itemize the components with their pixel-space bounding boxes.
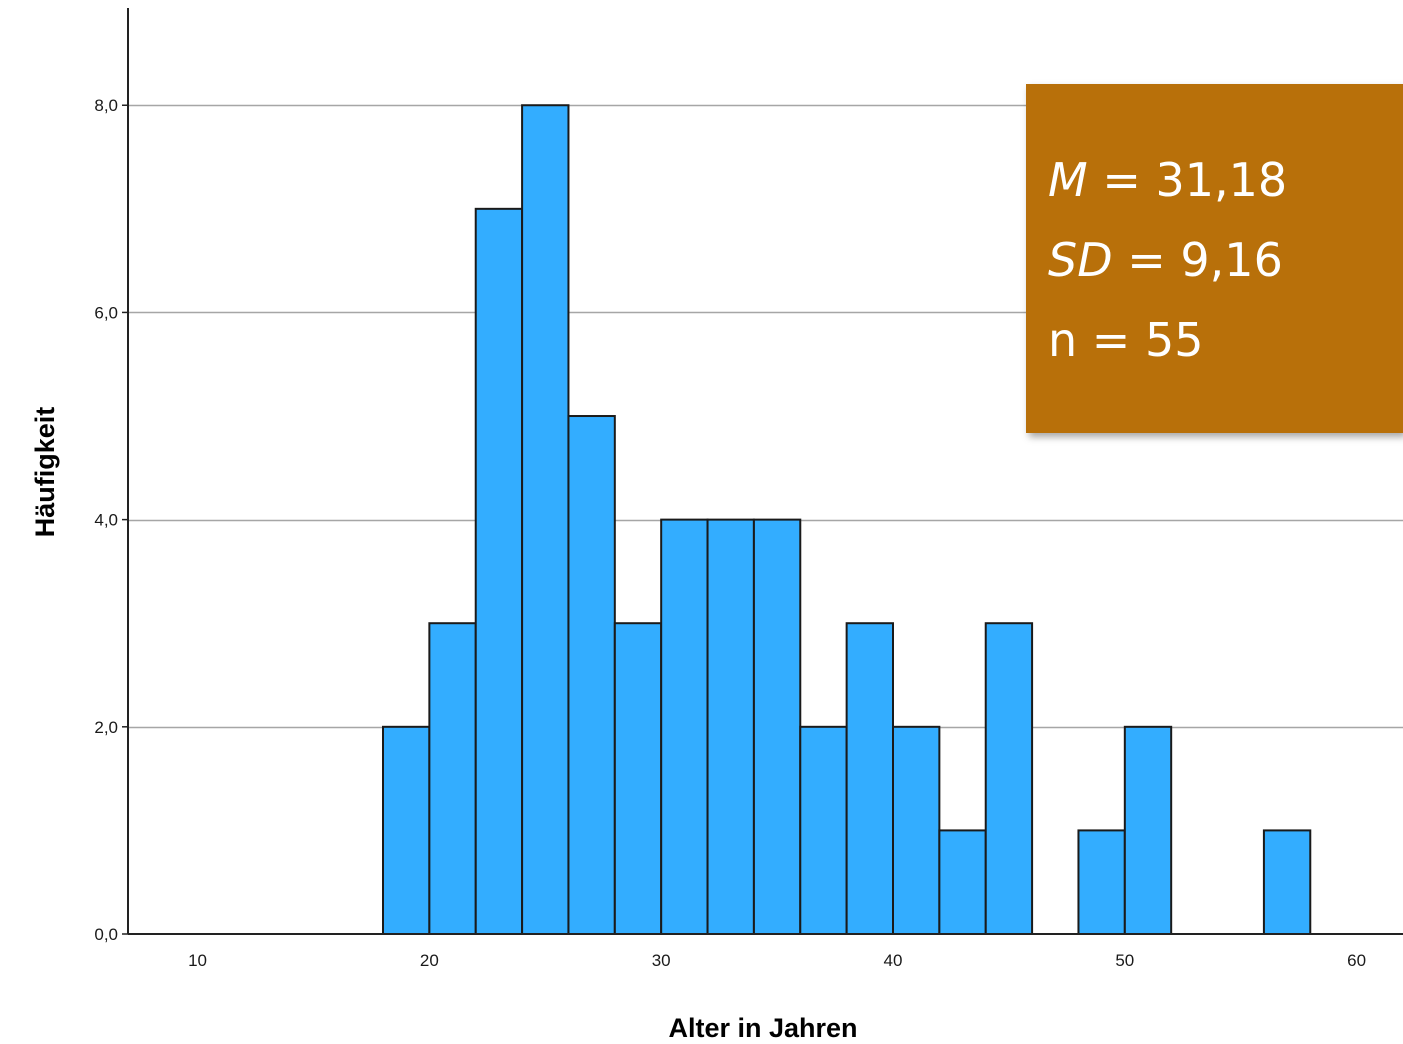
x-tick-label: 20 — [420, 951, 439, 970]
stat-mean-value: = 31,18 — [1087, 153, 1288, 207]
x-tick-label: 30 — [652, 951, 671, 970]
histogram-bar — [984, 622, 1034, 936]
x-tick-label: 10 — [188, 951, 207, 970]
histogram-bar — [521, 104, 570, 935]
x-axis-ticks: 10 20 30 40 50 60 — [188, 951, 1366, 970]
histogram-bar — [1077, 829, 1126, 935]
statistics-box: M = 31,18 SD = 9,16 n = 55 — [1026, 84, 1403, 433]
y-tick-label: 0,0 — [94, 925, 118, 944]
stat-sd-value: = 9,16 — [1112, 233, 1283, 287]
y-tick-label: 8,0 — [94, 96, 118, 115]
histogram-bars — [382, 104, 1312, 936]
histogram-bar — [567, 415, 616, 935]
x-tick-label: 50 — [1115, 951, 1134, 970]
stat-n-symbol: n — [1048, 313, 1078, 367]
stat-mean-symbol: M — [1048, 153, 1088, 207]
histogram-bar — [1123, 725, 1173, 935]
histogram-bar — [892, 725, 941, 935]
y-axis-ticks: 0,0 2,0 4,0 6,0 8,0 — [94, 96, 128, 944]
histogram-bar — [938, 829, 987, 935]
y-tick-label: 2,0 — [94, 718, 118, 737]
stat-sd: SD = 9,16 — [1048, 220, 1403, 300]
stat-mean: M = 31,18 — [1048, 140, 1403, 220]
stat-n-value: = 55 — [1077, 313, 1204, 367]
histogram-bar — [382, 725, 431, 935]
histogram-bar — [1262, 829, 1312, 935]
y-axis-label: Häufigkeit — [30, 407, 60, 538]
histogram-bar — [474, 207, 524, 935]
histogram-bar — [613, 622, 663, 936]
histogram-bar — [752, 518, 802, 935]
x-tick-label: 40 — [884, 951, 903, 970]
y-tick-label: 4,0 — [94, 511, 118, 530]
x-axis-label: Alter in Jahren — [668, 1013, 857, 1043]
y-tick-label: 6,0 — [94, 303, 118, 322]
histogram-bar — [660, 518, 709, 935]
histogram-bar — [706, 518, 755, 935]
histogram-bar — [799, 725, 848, 935]
histogram-bar — [845, 622, 894, 936]
x-tick-label: 60 — [1347, 951, 1366, 970]
histogram-bar — [428, 622, 477, 936]
stat-n: n = 55 — [1048, 300, 1403, 380]
stat-sd-symbol: SD — [1048, 233, 1113, 287]
